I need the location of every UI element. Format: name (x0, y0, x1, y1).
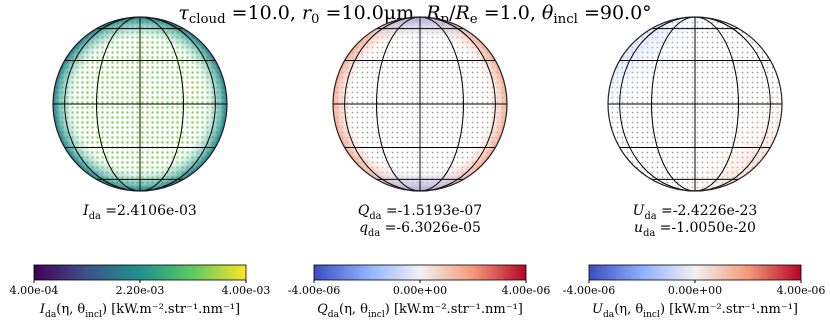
text-part: (η, θ (339, 302, 368, 317)
text-part: U (592, 302, 604, 317)
colorbar (588, 264, 802, 281)
text-part: =-2.4226e-23 (657, 203, 758, 219)
subscript: da (603, 310, 615, 320)
text-part: =-6.3026e-05 (380, 220, 481, 236)
colorbar (313, 264, 527, 281)
title: τcloud =10.0, r0 =10.0μm, Rp/Re =1.0, θi… (178, 2, 651, 27)
subscript: incl (643, 310, 660, 320)
tick-label: 4.00e-04 (10, 284, 59, 297)
text-part: τ (178, 2, 189, 24)
colorbar (33, 264, 247, 281)
tick-label: 0.00e+00 (393, 284, 447, 297)
tick-label: -4.00e-06 (288, 284, 340, 297)
text-part: =2.4106e-03 (101, 203, 197, 219)
subscript: incl (553, 12, 578, 27)
subscript: 0 (311, 12, 319, 27)
subscript: incl (85, 310, 102, 320)
text-part: =90.0° (578, 2, 652, 24)
text-part: ) [kW.m⁻².str⁻¹.nm⁻¹] (385, 302, 523, 317)
text-part: Q (358, 203, 370, 219)
text-part: =10.0μm, (320, 2, 427, 24)
text-part: ) [kW.m⁻².str⁻¹.nm⁻¹] (660, 302, 798, 317)
text-part: Q (317, 302, 328, 317)
text-part: R (454, 2, 469, 24)
text-part: q (359, 220, 368, 236)
subscript: e (470, 12, 478, 27)
text-part: (η, θ (56, 302, 85, 317)
value-label: Qda =-1.5193e-07 (358, 203, 482, 222)
subscript: da (328, 310, 340, 320)
subscript: p (441, 12, 450, 27)
text-part: u (634, 220, 643, 236)
disk-outline (332, 16, 508, 192)
subscript: da (368, 228, 380, 239)
tick-label: 4.00e-06 (777, 284, 826, 297)
text-part: I (39, 302, 46, 317)
text-part: / (449, 2, 456, 24)
subscript: da (369, 211, 381, 222)
subscript: cloud (189, 12, 226, 27)
colorbar-label: Uda(η, θincl) [kW.m⁻².str⁻¹.nm⁻¹] (592, 302, 798, 320)
subscript: incl (368, 310, 385, 320)
text-part: U (633, 203, 646, 219)
text-part: (η, θ (614, 302, 643, 317)
text-part: =10.0, (226, 2, 302, 24)
subscript: da (89, 211, 101, 222)
disk-outline (52, 16, 228, 192)
value-label: qda =-6.3026e-05 (359, 220, 481, 239)
disk-outline (607, 16, 783, 192)
tick-label: 4.00e-06 (502, 284, 551, 297)
text-part: =-1.0050e-20 (655, 220, 756, 236)
text-part: I (82, 203, 89, 219)
subscript: da (644, 211, 656, 222)
tick-label: 0.00e+00 (668, 284, 722, 297)
text-part: ) [kW.m⁻².str⁻¹.nm⁻¹] (102, 302, 240, 317)
value-label: Ida =2.4106e-03 (82, 203, 197, 222)
text-part: r (302, 2, 313, 24)
text-part: θ (542, 2, 554, 24)
tick-label: -4.00e-06 (563, 284, 615, 297)
text-part: =-1.5193e-07 (381, 203, 482, 219)
colorbar-label: Ida(η, θincl) [kW.m⁻².str⁻¹.nm⁻¹] (39, 302, 240, 320)
tick-label: 2.20e-03 (116, 284, 165, 297)
subscript: da (45, 310, 57, 320)
subscript: da (643, 228, 655, 239)
value-label: Uda =-2.4226e-23 (633, 203, 758, 222)
colorbar-label: Qda(η, θincl) [kW.m⁻².str⁻¹.nm⁻¹] (317, 302, 523, 320)
tick-label: 4.00e-03 (222, 284, 271, 297)
text-part: =1.0, (478, 2, 542, 24)
value-label: uda =-1.0050e-20 (634, 220, 756, 239)
